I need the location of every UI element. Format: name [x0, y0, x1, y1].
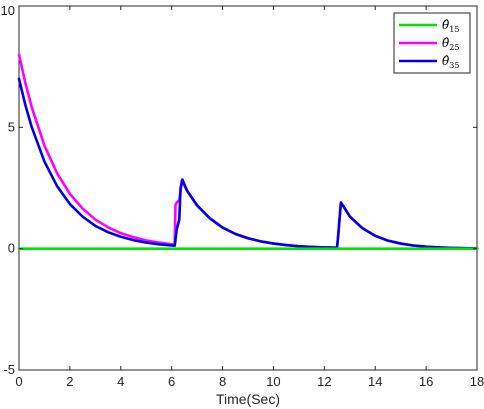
- legend-label-25: θ̂25: [442, 36, 459, 52]
- x-tick-label: 2: [66, 374, 73, 389]
- y-tick-label: -5: [3, 362, 15, 377]
- x-tick-label: 18: [470, 374, 484, 389]
- y-tick-label: 5: [8, 119, 15, 134]
- x-tick-label: 4: [117, 374, 124, 389]
- x-tick-label: 14: [368, 374, 382, 389]
- y-tick-label: 0: [8, 241, 15, 256]
- legend: θ̂15 θ̂25 θ̂35: [393, 12, 471, 74]
- series-layer: [17, 53, 479, 250]
- x-tick-label: 16: [419, 374, 433, 389]
- x-tick-label: 0: [15, 374, 22, 389]
- y-tick-label: 10: [1, 3, 15, 18]
- legend-label-15: θ̂15: [442, 18, 459, 34]
- x-tick-label: 6: [168, 374, 175, 389]
- x-tick-label: 8: [219, 374, 226, 389]
- legend-label-35: θ̂35: [442, 54, 459, 70]
- x-tick-label: 10: [266, 374, 280, 389]
- x-axis-title: Time(Sec): [216, 391, 280, 407]
- x-tick-label: 12: [317, 374, 331, 389]
- series-line-35: [17, 77, 479, 250]
